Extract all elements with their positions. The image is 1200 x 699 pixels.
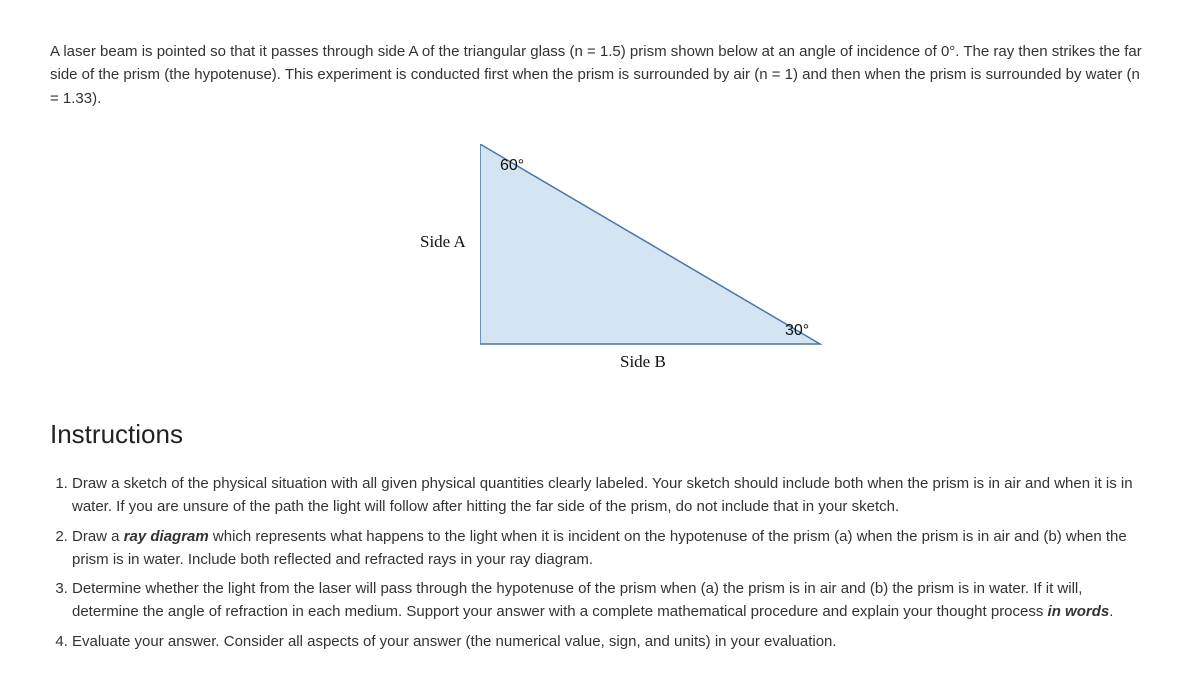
instruction-2-part-c: which represents what happens to the lig… [72, 528, 1127, 568]
instruction-item-3: Determine whether the light from the las… [72, 577, 1150, 624]
instruction-3-part-a: Determine whether the light from the las… [72, 580, 1082, 620]
instruction-3-emphasis: in words [1048, 603, 1110, 620]
angle-top-label: 60° [500, 154, 524, 179]
instruction-4-text: Evaluate your answer. Consider all aspec… [72, 633, 837, 650]
instruction-1-text: Draw a sketch of the physical situation … [72, 475, 1133, 515]
instruction-2-part-a: Draw a [72, 528, 124, 545]
prism-diagram: 60° 30° Side A Side B [430, 134, 850, 374]
instruction-2-emphasis: ray diagram [124, 528, 209, 545]
triangle-shape [480, 144, 820, 344]
side-b-label: Side B [620, 349, 666, 375]
instructions-heading: Instructions [50, 414, 1150, 454]
instruction-item-2: Draw a ray diagram which represents what… [72, 525, 1150, 572]
diagram-container: 60° 30° Side A Side B [50, 134, 1150, 374]
instruction-3-part-c: . [1109, 603, 1113, 620]
instruction-item-4: Evaluate your answer. Consider all aspec… [72, 630, 1150, 653]
angle-right-label: 30° [785, 319, 809, 344]
instruction-item-1: Draw a sketch of the physical situation … [72, 472, 1150, 519]
problem-statement: A laser beam is pointed so that it passe… [50, 40, 1150, 110]
side-a-label: Side A [420, 229, 466, 255]
instructions-list: Draw a sketch of the physical situation … [50, 472, 1150, 653]
